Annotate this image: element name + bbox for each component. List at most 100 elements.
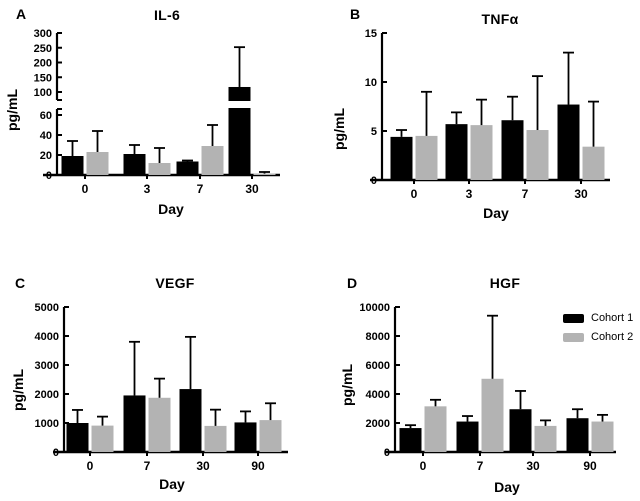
y-tick-label: 5 bbox=[371, 126, 377, 138]
y-tick-label: 250 bbox=[34, 43, 52, 55]
y-tick-label: 300 bbox=[34, 28, 52, 40]
y-tick-label: 2000 bbox=[366, 418, 390, 430]
bar-cohort2-day0 bbox=[424, 406, 447, 452]
bar-cohort2-day3 bbox=[148, 163, 171, 175]
cohort1-swatch bbox=[563, 314, 584, 323]
x-tick-label: 0 bbox=[87, 459, 94, 473]
panel-letter-c: C bbox=[15, 275, 26, 291]
legend: Cohort 1 Cohort 2 bbox=[563, 312, 633, 344]
y-tick-label: 15 bbox=[365, 28, 377, 40]
y-tick-label: 10 bbox=[365, 77, 377, 89]
bar-cohort2-day90 bbox=[259, 420, 282, 452]
bar-cohort2-day7 bbox=[148, 397, 171, 452]
bar-cohort1-day0 bbox=[399, 428, 422, 452]
x-tick-label: 90 bbox=[583, 459, 597, 473]
bar-cohort1-day7 bbox=[123, 395, 146, 452]
y-tick-label: 20 bbox=[40, 150, 52, 162]
x-tick-label: 7 bbox=[197, 182, 204, 196]
bar-cohort1-day7 bbox=[176, 161, 199, 175]
x-tick-label: 7 bbox=[144, 459, 151, 473]
y-tick-label: 200 bbox=[34, 58, 52, 70]
y-tick-label: 10000 bbox=[359, 302, 390, 314]
y-tick-label: 5000 bbox=[35, 302, 59, 314]
panel-title-hgf: HGF bbox=[489, 275, 521, 291]
bar-cohort2-day30 bbox=[534, 425, 557, 452]
y-tick-label: 6000 bbox=[366, 360, 390, 372]
bar-cohort1-day30 bbox=[509, 409, 532, 452]
x-axis-label-il6: Day bbox=[158, 201, 184, 217]
bar-cohort1-day30 bbox=[228, 86, 251, 101]
x-tick-label: 0 bbox=[420, 459, 427, 473]
bar-cohort2-day30 bbox=[582, 146, 605, 180]
il6-bar-chart: 100150200250300020406003730 bbox=[34, 28, 280, 196]
bar-cohort2-day30 bbox=[204, 425, 227, 452]
x-tick-label: 3 bbox=[466, 187, 473, 201]
bar-cohort2-day7 bbox=[201, 146, 224, 175]
bar-cohort1-day7 bbox=[501, 120, 524, 180]
bar-cohort2-day90 bbox=[591, 421, 614, 452]
panel-a-il6: 100150200250300020406003730 A IL-6 pg/mL… bbox=[0, 0, 320, 250]
y-tick-label: 8000 bbox=[366, 331, 390, 343]
panel-b-tnfa: 05101503730 B TNFα pg/mL Day bbox=[320, 0, 640, 250]
y-axis-label-il6: pg/mL bbox=[4, 89, 20, 131]
y-tick-label: 4000 bbox=[35, 331, 59, 343]
bar-cohort1-day0 bbox=[66, 423, 89, 452]
bar-cohort1-day0 bbox=[61, 156, 84, 175]
bar-cohort2-day3 bbox=[470, 125, 493, 180]
bar-cohort2-day0 bbox=[415, 135, 438, 180]
x-tick-label: 0 bbox=[82, 182, 89, 196]
bar-cohort2-day0 bbox=[86, 152, 109, 175]
panel-d-hgf: 0200040006000800010000073090 D HGF pg/mL… bbox=[320, 251, 640, 501]
y-axis-label-hgf: pg/mL bbox=[339, 364, 355, 406]
y-tick-label: 60 bbox=[40, 110, 52, 122]
legend-item-cohort2: Cohort 2 bbox=[563, 331, 633, 344]
panel-c-vegf: 010002000300040005000073090 C VEGF pg/mL… bbox=[0, 251, 320, 501]
bar-cohort2-day0 bbox=[91, 425, 114, 452]
y-axis-label-tnfa: pg/mL bbox=[331, 108, 347, 150]
bar-cohort2-day7 bbox=[526, 130, 549, 180]
panel-letter-d: D bbox=[347, 275, 358, 291]
panel-letter-a: A bbox=[16, 6, 27, 22]
legend-item-cohort1: Cohort 1 bbox=[563, 312, 633, 325]
x-tick-label: 30 bbox=[196, 459, 210, 473]
y-tick-label: 40 bbox=[40, 130, 52, 142]
bar-cohort1-day3 bbox=[123, 154, 146, 175]
bar-cohort1-day0 bbox=[390, 136, 413, 180]
panel-title-il6: IL-6 bbox=[153, 7, 181, 23]
bar-cohort2-day30 bbox=[253, 173, 276, 175]
vegf-bar-chart: 010002000300040005000073090 bbox=[35, 302, 288, 473]
x-tick-label: 3 bbox=[144, 182, 151, 196]
y-tick-label: 150 bbox=[34, 72, 52, 84]
y-tick-label: 2000 bbox=[35, 389, 59, 401]
panel-letter-b: B bbox=[350, 6, 361, 22]
x-axis-label-hgf: Day bbox=[494, 479, 520, 495]
bar-cohort1-day30 bbox=[228, 108, 251, 175]
y-tick-label: 100 bbox=[34, 87, 52, 99]
legend-label-cohort2: Cohort 2 bbox=[591, 331, 634, 343]
y-tick-label: 4000 bbox=[366, 389, 390, 401]
bar-cohort1-day30 bbox=[179, 389, 202, 452]
panel-title-vegf: VEGF bbox=[155, 275, 195, 291]
bar-cohort2-day7 bbox=[481, 378, 504, 452]
y-tick-label: 3000 bbox=[35, 360, 59, 372]
x-tick-label: 30 bbox=[526, 459, 540, 473]
x-tick-label: 90 bbox=[251, 459, 265, 473]
x-tick-label: 7 bbox=[477, 459, 484, 473]
cohort2-swatch bbox=[563, 333, 584, 342]
x-tick-label: 30 bbox=[245, 182, 259, 196]
y-axis-label-vegf: pg/mL bbox=[10, 369, 26, 411]
legend-label-cohort1: Cohort 1 bbox=[591, 312, 634, 324]
x-tick-label: 7 bbox=[522, 187, 529, 201]
x-axis-label-vegf: Day bbox=[159, 476, 185, 492]
panel-title-tnfa: TNFα bbox=[481, 11, 519, 27]
bar-cohort1-day90 bbox=[566, 418, 589, 452]
bar-cohort1-day90 bbox=[234, 422, 257, 452]
bar-cohort1-day30 bbox=[557, 104, 580, 180]
tnfa-bar-chart: 05101503730 bbox=[365, 28, 610, 201]
x-tick-label: 0 bbox=[411, 187, 418, 201]
x-axis-label-tnfa: Day bbox=[483, 205, 509, 221]
bar-cohort1-day3 bbox=[445, 124, 468, 180]
bar-cohort1-day7 bbox=[456, 421, 479, 452]
hgf-bar-chart: 0200040006000800010000073090 bbox=[359, 302, 616, 473]
